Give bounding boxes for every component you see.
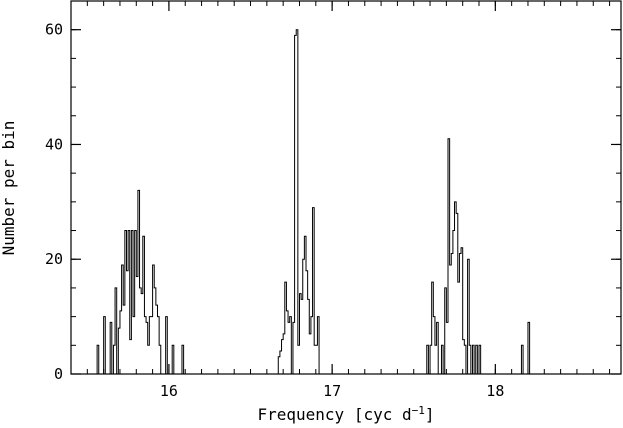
histogram-bin (144, 317, 146, 374)
histogram-bin (309, 334, 311, 374)
histogram-bin (133, 317, 135, 374)
histogram-bin (126, 271, 128, 374)
histogram-bin (446, 322, 448, 374)
x-tick-label: 16 (160, 382, 178, 400)
tick-labels: 16 17 18 0 20 40 60 (45, 21, 504, 400)
x-axis-label: Frequency [cyc d−1] (257, 404, 434, 424)
histogram-bin (141, 294, 143, 374)
major-ticks (71, 1, 621, 375)
histogram-outline (96, 29, 531, 374)
histogram-bin (151, 317, 153, 374)
histogram-bin (288, 322, 290, 374)
histogram-bin (301, 299, 303, 374)
histogram-bins (97, 30, 529, 374)
histogram-bin (435, 345, 437, 374)
y-tick-label: 0 (54, 365, 63, 383)
histogram-bin (148, 345, 150, 374)
x-tick-label: 18 (486, 382, 504, 400)
y-axis-label: Number per bin (0, 121, 18, 256)
histogram-bin (140, 288, 142, 374)
y-tick-label: 40 (45, 135, 63, 153)
histogram-bin (451, 253, 453, 374)
x-axis-label-exponent: −1 (412, 404, 425, 417)
histogram-bin (123, 305, 125, 374)
x-axis-label-close: ] (425, 405, 435, 424)
histogram-bin (458, 282, 460, 374)
x-tick-label: 17 (323, 382, 341, 400)
y-tick-label: 20 (45, 250, 63, 268)
minor-ticks (70, 0, 621, 375)
histogram-bin (130, 340, 132, 374)
histogram-bin (450, 265, 452, 374)
y-tick-label: 60 (45, 21, 63, 39)
plot-frame (70, 0, 622, 375)
histogram-bin (136, 276, 138, 374)
